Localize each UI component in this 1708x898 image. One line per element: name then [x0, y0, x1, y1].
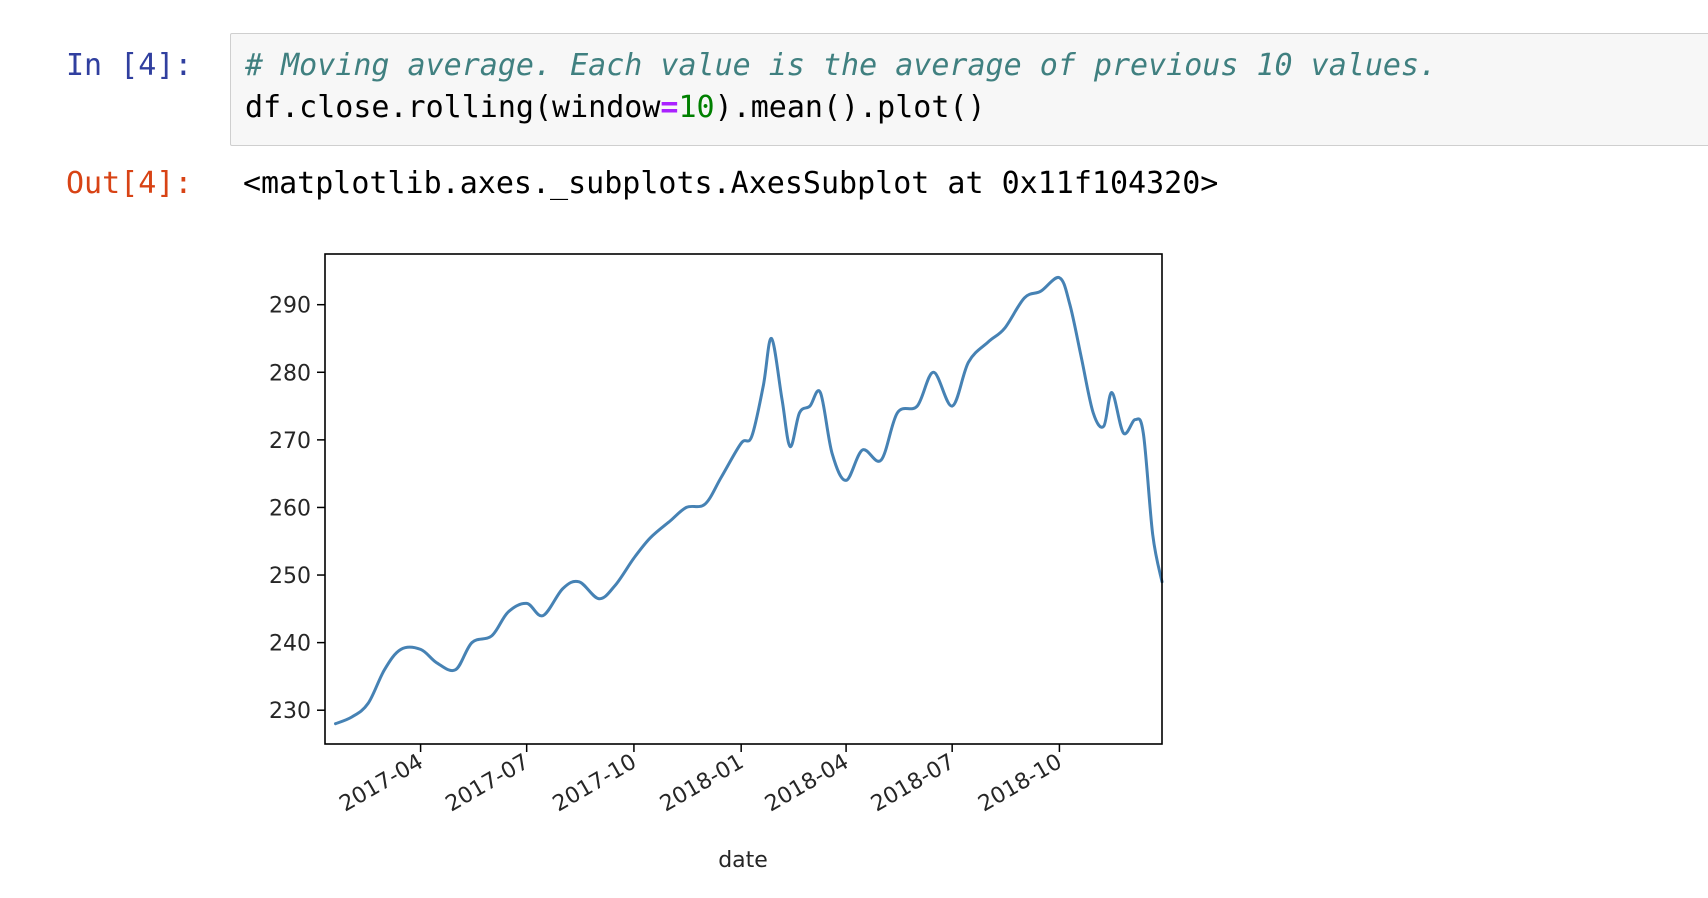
series-line-close-rolling-mean: [334, 275, 1164, 726]
output-repr: <matplotlib.axes._subplots.AxesSubplot a…: [243, 166, 1219, 201]
x-tick-label: 2017-04: [335, 750, 427, 818]
y-tick-label: 260: [269, 496, 311, 521]
code-operator: =: [660, 90, 679, 125]
code-statement-line: df.close.rolling(window=10).mean().plot(…: [245, 90, 986, 125]
x-tick-label: 2018-04: [761, 750, 853, 818]
code-cell-input[interactable]: # Moving average. Each value is the aver…: [230, 33, 1708, 146]
y-tick-label: 280: [269, 361, 311, 386]
y-tick-label: 270: [269, 429, 311, 454]
input-prompt: In [4]:: [66, 48, 193, 83]
y-tick-label: 230: [269, 699, 311, 724]
x-tick-label: 2017-10: [549, 750, 641, 818]
x-axis-label: date: [718, 848, 768, 873]
code-part-2: ).mean().plot(): [714, 90, 986, 125]
code-part-1: df.close.rolling(window: [245, 90, 661, 125]
y-axis-ticks: 230 240 250 260 270 280 290: [269, 294, 325, 724]
y-tick-label: 240: [269, 632, 311, 657]
x-tick-label: 2018-01: [656, 750, 748, 818]
y-tick-label: 250: [269, 564, 311, 589]
x-tick-label: 2018-10: [974, 750, 1066, 818]
plot-frame: [324, 253, 1163, 745]
code-comment: # Moving average. Each value is the aver…: [245, 48, 1438, 83]
x-axis-ticks: 2017-04 2017-07 2017-10 2018-01 2018-04 2018-…: [335, 744, 1066, 817]
code-number: 10: [678, 90, 715, 125]
output-prompt: Out[4]:: [66, 166, 193, 201]
x-tick-label: 2018-07: [867, 750, 959, 818]
y-tick-label: 290: [269, 294, 311, 319]
x-tick-label: 2017-07: [442, 750, 534, 818]
code-comment-line: # Moving average. Each value is the aver…: [245, 48, 1437, 83]
